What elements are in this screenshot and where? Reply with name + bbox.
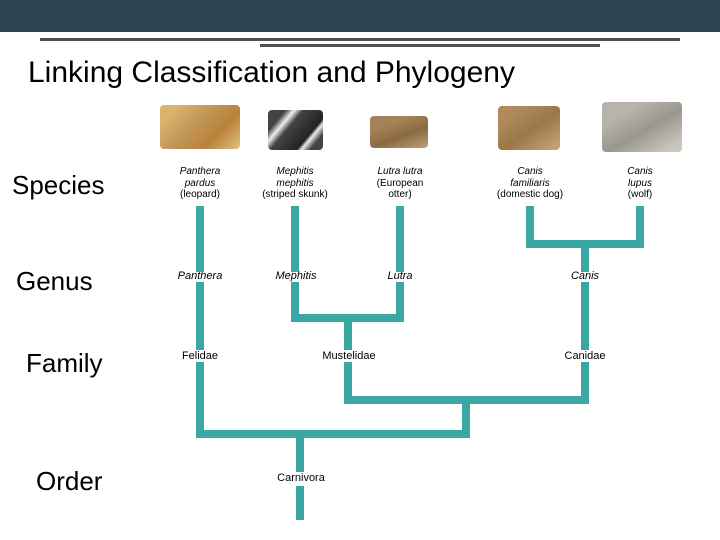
- phylogeny-tree: [0, 100, 720, 540]
- slide-title: Linking Classification and Phylogeny: [28, 56, 515, 90]
- slide-divider-line: [260, 44, 600, 47]
- slide-divider-line: [40, 38, 680, 41]
- slide-top-band: [0, 0, 720, 32]
- phylogeny-diagram: Species Genus Family Order Panthera pard…: [0, 100, 720, 540]
